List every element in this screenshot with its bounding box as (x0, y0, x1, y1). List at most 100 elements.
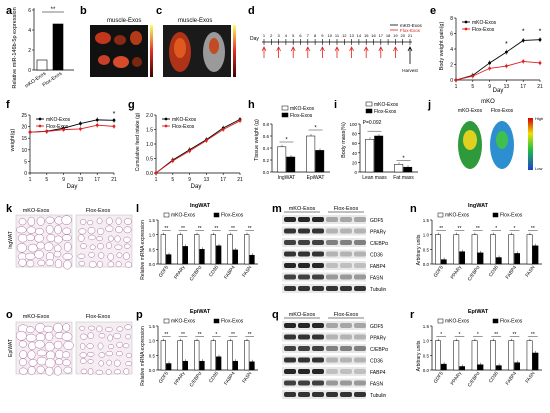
bar (160, 234, 166, 265)
scale-high: High (535, 116, 543, 121)
y-axis-label: Relative mRNA expression (140, 220, 146, 280)
adipocyte (25, 333, 37, 342)
x-tick-label: 9 (188, 177, 191, 183)
y-tick-label: 40 (352, 151, 358, 156)
blot-band (312, 217, 324, 222)
day-label: 20 (400, 33, 405, 38)
adipocyte (124, 324, 132, 330)
adipocyte (115, 226, 123, 234)
panel-o: o mKO-Exos Flox-Exos EpiWAT (6, 309, 133, 376)
legend-swatch (163, 212, 170, 218)
adipocyte (34, 250, 44, 259)
panel-letter: m (272, 203, 282, 215)
adipocyte (25, 252, 36, 261)
bar (286, 156, 296, 173)
x-tick-label: Lean mass (362, 175, 387, 181)
series-line (455, 60, 541, 81)
adipocyte (18, 218, 27, 226)
adipocyte (123, 368, 130, 375)
y-tick-label: 1.5 (146, 128, 153, 134)
adipocyte (36, 241, 45, 250)
significance-mark: ** (181, 226, 185, 232)
x-tick-label: GDF5 (433, 370, 445, 384)
adipocyte (80, 358, 87, 364)
blot-band (340, 346, 352, 351)
panel-letter: a (6, 5, 13, 17)
adipocyte (26, 226, 36, 234)
adipocyte (28, 358, 38, 367)
blot-band (326, 323, 338, 328)
adipocyte (96, 236, 103, 242)
significance-mark: ** (439, 226, 443, 232)
significance-mark: ** (51, 7, 56, 13)
significance-mark: * (402, 156, 405, 162)
blot-band (298, 357, 310, 363)
bar (374, 135, 384, 173)
x-tick-label: PPARγ (450, 370, 464, 386)
data-point (505, 64, 508, 68)
blot-band (326, 263, 338, 268)
group-label: mKO-Exos (23, 208, 50, 214)
adipocyte (87, 332, 94, 339)
band-label: C/EBPα (370, 347, 388, 353)
blot-band (312, 263, 324, 268)
y-axis-label: Cumulative feed intake (g) (135, 112, 141, 171)
adipocyte (107, 261, 115, 268)
bar (194, 340, 200, 371)
day-label: 17 (379, 33, 384, 38)
significance-mark: * (522, 29, 525, 36)
panel-letter: o (6, 309, 13, 321)
adipocyte (87, 220, 94, 226)
adipocyte (95, 369, 104, 375)
adipocyte (124, 218, 132, 225)
adipocyte (61, 215, 72, 225)
data-point (538, 61, 542, 65)
y-tick-label: 0.2 (263, 158, 270, 163)
x-tick-label: PPARγ (450, 264, 464, 280)
y-tick-label: 1.0 (423, 233, 430, 238)
day-label: 2 (270, 33, 273, 38)
adipocyte (116, 252, 123, 258)
y-tick-label: 0 (24, 171, 27, 177)
adipocyte (77, 234, 85, 242)
legend-marker (464, 27, 468, 31)
blot-band (284, 251, 296, 257)
legend-swatch (163, 318, 170, 324)
adipocyte (124, 261, 132, 268)
legend-marker (464, 20, 468, 24)
adipocyte (54, 259, 63, 269)
blot-band (284, 228, 296, 234)
significance-mark: ** (231, 332, 235, 338)
y-tick-label: 25 (21, 113, 27, 119)
blot-band (340, 240, 352, 245)
blot-band (326, 369, 338, 374)
bar (36, 59, 48, 71)
legend-swatch (365, 101, 373, 107)
blot-band (354, 228, 366, 234)
blot-band (284, 380, 296, 386)
blot-band (284, 263, 296, 268)
significance-mark: * (495, 226, 497, 232)
data-point (521, 39, 525, 42)
legend-label: mKO-Exos (445, 319, 470, 325)
bar (306, 135, 316, 173)
adipocyte (97, 227, 105, 236)
bar (249, 254, 255, 265)
blot-band (340, 334, 352, 340)
adipocyte (115, 261, 122, 268)
day-label: 15 (364, 33, 369, 38)
blot-band (298, 274, 310, 280)
day-label: 10 (327, 33, 332, 38)
y-tick-label: 0.5 (149, 353, 156, 358)
blot-band (312, 274, 324, 280)
blot-band (298, 380, 310, 386)
panel-letter: p (136, 309, 143, 321)
injection-arrow (334, 46, 340, 58)
adipocyte (115, 217, 122, 225)
panel-letter: q (272, 309, 279, 321)
significance-mark: ** (476, 226, 480, 232)
band-label: GDF5 (370, 324, 384, 330)
blot-band (298, 334, 310, 340)
blot-band (312, 334, 324, 340)
y-tick-label: 10 (21, 148, 27, 154)
